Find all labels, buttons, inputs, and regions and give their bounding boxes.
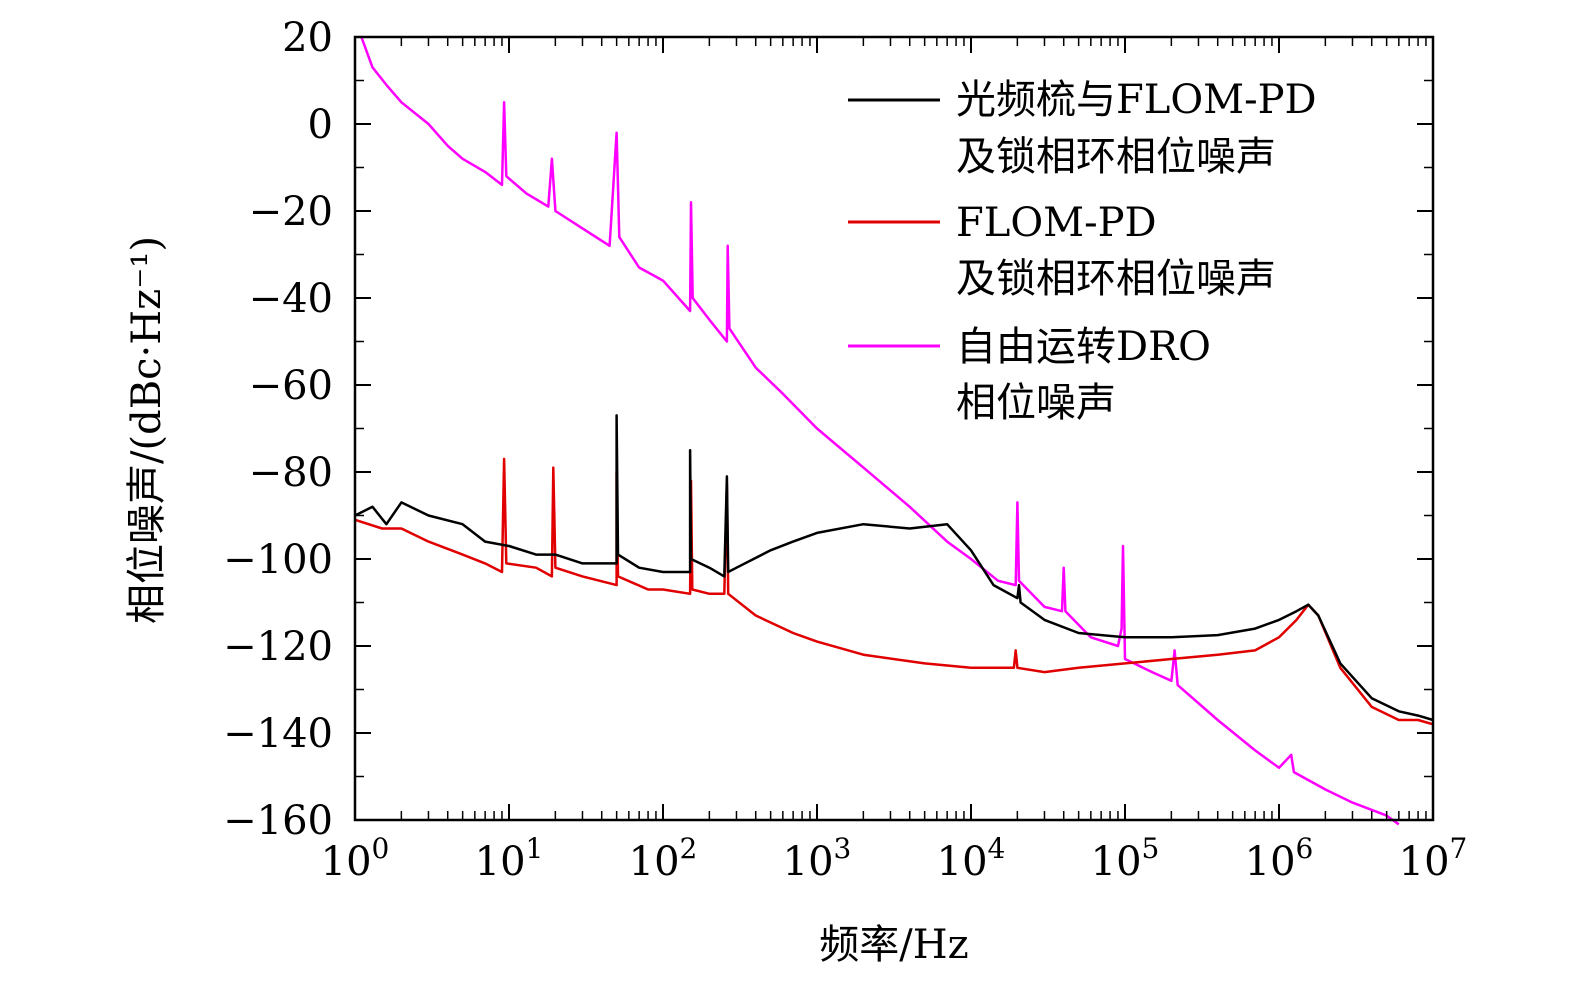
legend-label-0: 及锁相环相位噪声	[956, 134, 1276, 180]
x-tick-label: 103	[783, 832, 852, 885]
x-tick-label: 106	[1245, 832, 1314, 885]
x-tick-label: 102	[629, 832, 698, 885]
y-tick-label: −40	[249, 276, 333, 322]
x-tick-label: 100	[321, 832, 390, 885]
legend-label-1: FLOM-PD	[956, 200, 1157, 246]
y-tick-label: −140	[223, 711, 333, 757]
series-layer	[354, 36, 1434, 826]
ticks-layer	[354, 36, 1434, 821]
y-tick-label: −20	[249, 189, 333, 235]
series-line-1	[354, 457, 1434, 726]
y-axis-title: 相位噪声/(dBc·Hz⁻¹)	[124, 236, 170, 624]
legend-label-2: 相位噪声	[956, 380, 1116, 426]
legend: 光频梳与FLOM-PD 及锁相环相位噪声 FLOM-PD 及锁相环相位噪声自由运转DR…	[848, 77, 1317, 426]
x-tick-label: 105	[1091, 832, 1160, 885]
series-line-0	[354, 414, 1434, 722]
y-tick-label: −80	[249, 450, 333, 496]
y-tick-label: −60	[249, 363, 333, 409]
y-tick-label: −160	[223, 798, 333, 844]
y-tick-label: 0	[308, 102, 333, 148]
legend-label-1: 及锁相环相位噪声	[956, 256, 1276, 302]
y-tick-label: 20	[282, 15, 333, 61]
series-line-2	[360, 36, 1400, 826]
x-axis-title: 频率/Hz	[819, 922, 968, 968]
x-tick-label: 107	[1399, 832, 1468, 885]
x-tick-label: 101	[475, 832, 544, 885]
legend-label-0: 光频梳与FLOM-PD	[956, 77, 1317, 123]
x-tick-label: 104	[937, 832, 1006, 885]
legend-label-2: 自由运转DRO	[956, 324, 1211, 370]
y-tick-label: −100	[223, 537, 333, 583]
y-tick-label: −120	[223, 624, 333, 670]
